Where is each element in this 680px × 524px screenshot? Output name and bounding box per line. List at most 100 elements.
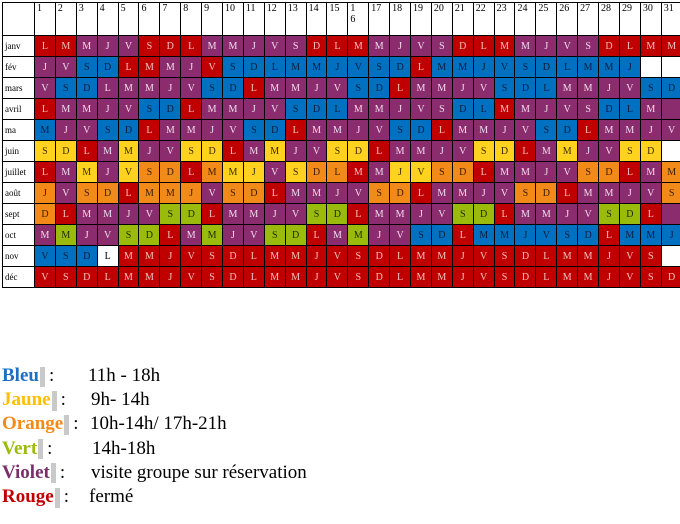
day-cell: D [493, 140, 516, 162]
day-cell: J [326, 56, 349, 78]
day-cell: M [117, 140, 140, 162]
day-cell: M [410, 266, 432, 288]
day-cell: M [368, 203, 391, 225]
day-cell: M [75, 161, 98, 183]
day-cell: M [556, 266, 579, 288]
day-cell: L [75, 140, 98, 162]
day-cell: M [598, 182, 620, 204]
day-cell: J [451, 245, 474, 267]
day-cell: M [159, 119, 182, 141]
day-cell: J [347, 119, 370, 141]
day-cell: D [514, 77, 537, 99]
day-cell: V [284, 203, 307, 225]
day-cell: D [660, 77, 680, 99]
day-cell: J [472, 56, 495, 78]
day-cell: L [410, 182, 432, 204]
month-row: ma M J V S D L M M J V S D L M M J V S D L M M J V S D L M M J V [2, 119, 680, 141]
day-header: 23 [493, 2, 516, 36]
day-cell: M [598, 56, 620, 78]
day-cell: M [201, 224, 224, 246]
day-cell: M [639, 35, 662, 57]
day-cell: L [34, 161, 56, 183]
day-cell: S [305, 203, 328, 225]
day-cell: V [472, 245, 495, 267]
day-cell: M [34, 119, 56, 141]
day-cell: J [159, 245, 182, 267]
day-header: 7 [159, 2, 182, 36]
day-cell: M [242, 203, 265, 225]
day-cell: M [117, 245, 140, 267]
day-cell: S [242, 119, 265, 141]
day-cell: J [660, 224, 680, 246]
day-cell: J [305, 245, 328, 267]
day-cell: J [96, 161, 119, 183]
day-cell: J [242, 35, 265, 57]
day-cell: D [451, 98, 474, 120]
day-header: 21 [451, 2, 474, 36]
day-cell: M [284, 77, 307, 99]
day-cell: J [410, 203, 432, 225]
day-cell: V [54, 182, 77, 204]
day-cell: L [535, 266, 558, 288]
day-cell: M [138, 182, 161, 204]
day-cell: L [34, 98, 56, 120]
day-cell: S [598, 203, 620, 225]
day-cell: M [222, 35, 244, 57]
day-cell: L [96, 77, 119, 99]
day-cell: M [96, 140, 119, 162]
day-header: 19 [410, 2, 432, 36]
month-label: août [2, 182, 35, 204]
day-cell: D [284, 224, 307, 246]
day-cell: L [96, 245, 119, 267]
day-cell: L [117, 182, 140, 204]
day-cell: V [618, 245, 641, 267]
day-cell: M [347, 35, 370, 57]
month-row: juin S D L M M J V S D L M M J V S D L M M J V S D L M M J V S D [2, 140, 680, 162]
day-cell: D [368, 245, 391, 267]
month-label: déc [2, 266, 35, 288]
day-cell: V [430, 203, 453, 225]
day-cell: M [514, 161, 537, 183]
day-header: 26 [556, 2, 579, 36]
day-cell: V [535, 224, 558, 246]
day-cell: S [639, 266, 662, 288]
legend-name-text: Violet [2, 461, 50, 483]
day-cell: J [305, 77, 328, 99]
day-header: 28 [598, 2, 620, 36]
day-cell: M [389, 203, 412, 225]
month-row: oct M M J V S D L M M J V S D L M M J V S D L M M J V S D L M M J [2, 224, 680, 246]
day-cell: V [472, 77, 495, 99]
day-cell: V [201, 56, 224, 78]
day-cell: J [618, 56, 641, 78]
day-cell: S [75, 182, 98, 204]
day-cell: D [451, 161, 474, 183]
day-cell: V [263, 161, 286, 183]
day-cell: L [222, 140, 244, 162]
day-cell: V [34, 77, 56, 99]
month-label: ma [2, 119, 35, 141]
day-header: 3 [75, 2, 98, 36]
day-cell: J [368, 224, 391, 246]
day-cell: S [138, 98, 161, 120]
day-cell: M [54, 35, 77, 57]
day-cell: L [514, 140, 537, 162]
day-cell: M [472, 224, 495, 246]
day-cell: V [493, 182, 516, 204]
day-cell: S [410, 224, 432, 246]
day-cell: S [368, 182, 391, 204]
day-cell: M [451, 56, 474, 78]
day-cell: J [598, 77, 620, 99]
day-cell: S [54, 266, 77, 288]
day-cell: V [410, 98, 432, 120]
day-cell: M [535, 140, 558, 162]
legend-hours-text: visite groupe sur réservation [91, 461, 307, 483]
day-cell: S [472, 140, 495, 162]
day-cell: L [598, 224, 620, 246]
day-cell: S [284, 98, 307, 120]
day-cell: S [263, 224, 286, 246]
day-cell: J [34, 56, 56, 78]
day-cell: D [535, 56, 558, 78]
day-cell: D [598, 161, 620, 183]
day-cell: L [472, 35, 495, 57]
day-header: 15 [326, 2, 349, 36]
